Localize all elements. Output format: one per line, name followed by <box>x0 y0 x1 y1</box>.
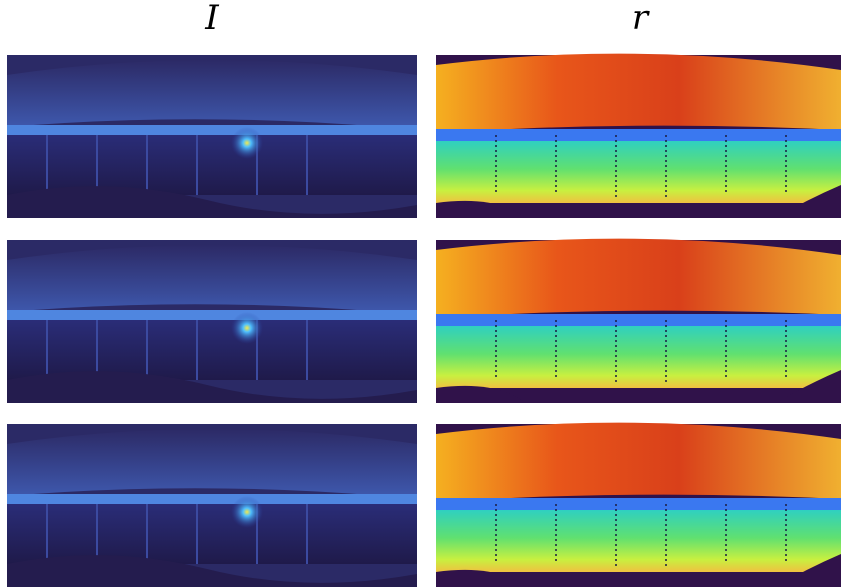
intensity-image <box>7 55 417 218</box>
figure: I r <box>0 0 841 587</box>
range-image <box>436 54 841 218</box>
range-image <box>436 423 841 587</box>
column-header: I <box>204 0 219 38</box>
range-image <box>436 239 841 403</box>
intensity-image <box>7 424 417 587</box>
column-header: r <box>632 0 650 38</box>
intensity-image <box>7 240 417 403</box>
